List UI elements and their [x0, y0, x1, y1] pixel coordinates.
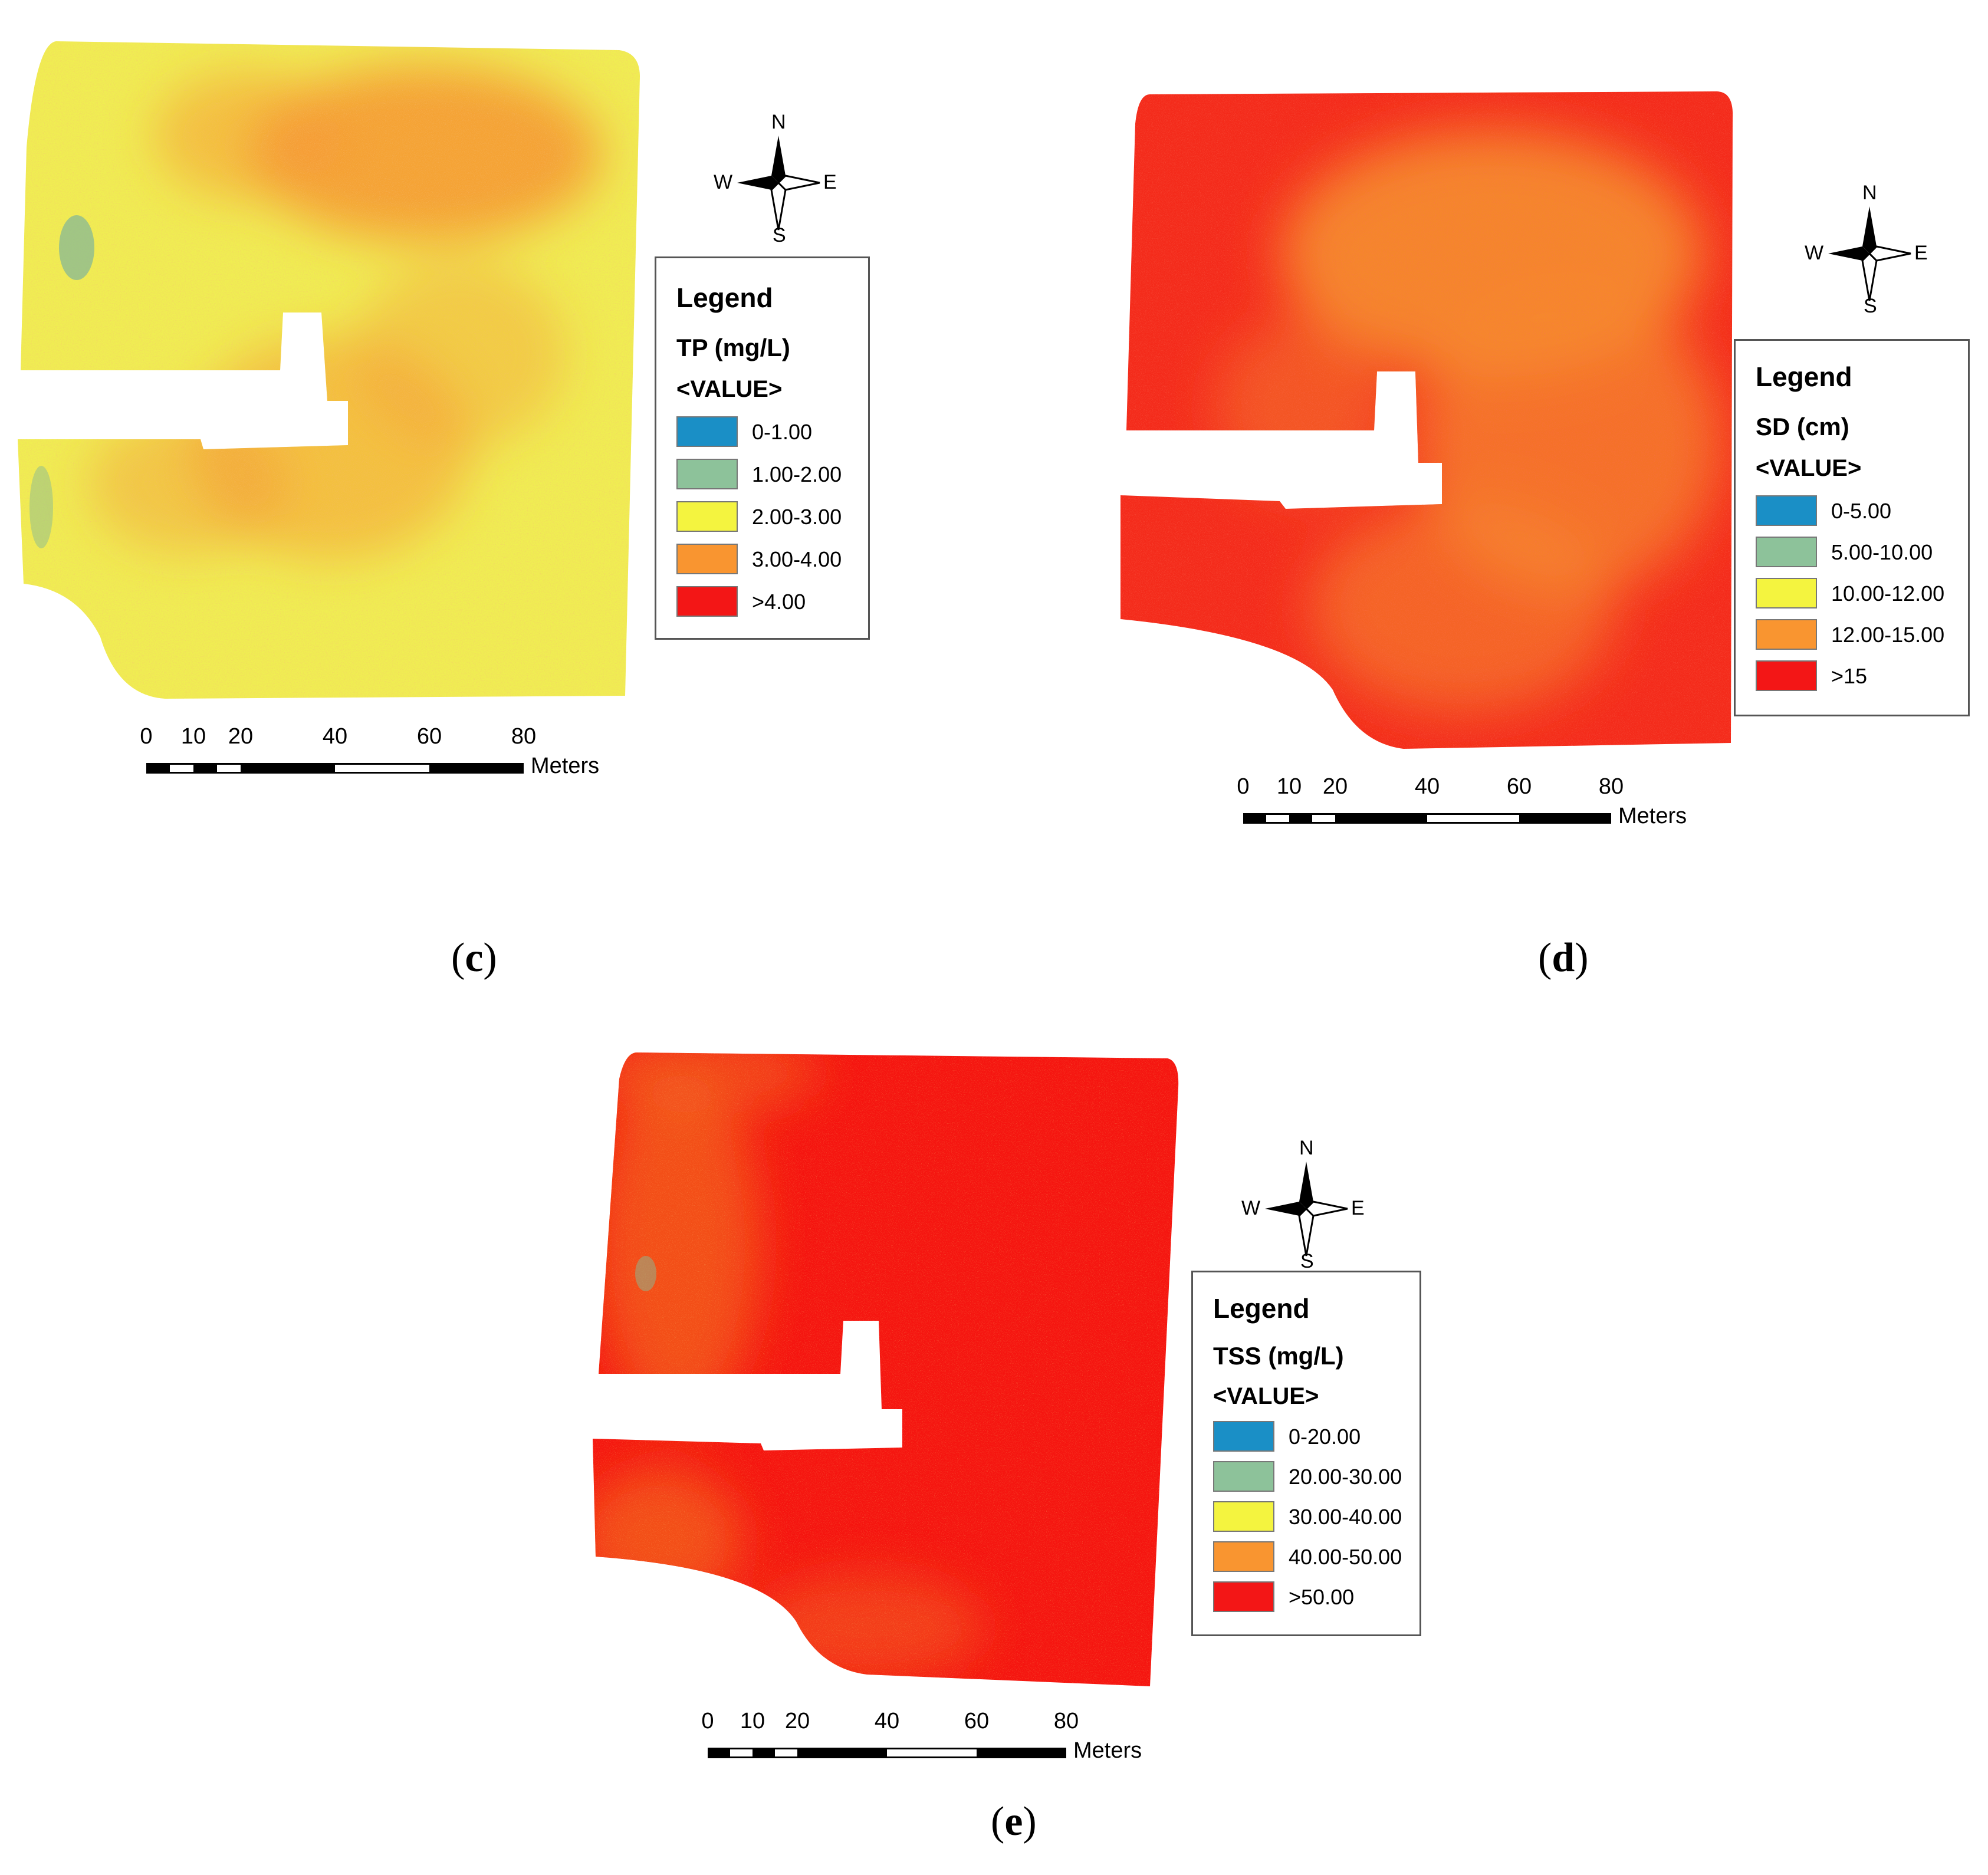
legend-swatch [1213, 1541, 1274, 1572]
map-c [18, 41, 640, 699]
legend-swatch [1213, 1421, 1274, 1452]
scale-tick: 20 [228, 724, 254, 749]
scale-tick: 80 [1598, 774, 1624, 799]
legend-item-label: 2.00-3.00 [752, 505, 842, 529]
scale-tick: 60 [1506, 774, 1532, 799]
scale-tick: 0 [701, 1709, 714, 1733]
legend-swatch [1213, 1581, 1274, 1612]
legend-title: Legend [1756, 361, 1852, 392]
legend-item-label: 0-1.00 [752, 420, 813, 444]
scale-tick: 80 [511, 724, 537, 749]
legend-swatch [676, 544, 738, 574]
legend-swatch [1213, 1501, 1274, 1532]
scale-unit: Meters [531, 754, 600, 778]
legend-item-label: >15 [1831, 664, 1868, 688]
compass-s: S [773, 224, 786, 246]
legend-swatch [1756, 660, 1817, 691]
caption-c: (c) [451, 935, 497, 981]
legend-swatch [676, 501, 738, 532]
legend-value-label: <VALUE> [676, 376, 783, 402]
compass-e: E [823, 171, 837, 193]
scale-unit: Meters [1618, 804, 1687, 828]
scale-tick: 20 [1322, 774, 1348, 799]
legend-variable: TSS (mg/L) [1213, 1342, 1344, 1370]
scale-bar-segments [1243, 813, 1611, 824]
legend-variable: TP (mg/L) [676, 334, 790, 361]
north-arrow-icon [1828, 206, 1911, 301]
legend-item-label: 1.00-2.00 [752, 462, 842, 486]
legend-item-label: 3.00-4.00 [752, 547, 842, 571]
legend-item-label: >50.00 [1289, 1585, 1355, 1609]
compass-n: N [1299, 1137, 1314, 1159]
legend-item-label: 0-5.00 [1831, 499, 1892, 523]
legend-value-label: <VALUE> [1213, 1383, 1319, 1409]
legend-value-label: <VALUE> [1756, 455, 1862, 481]
scale-tick: 40 [874, 1709, 900, 1733]
compass-e: E [1351, 1197, 1365, 1219]
scale-tick: 40 [322, 724, 348, 749]
compass-w: W [1805, 242, 1824, 264]
scale-tick: 10 [180, 724, 206, 749]
scale-bar-d: 0 10 20 40 60 80 Meters [1237, 774, 1715, 845]
compass-rose: N S W E [1241, 1137, 1365, 1272]
scale-tick: 60 [416, 724, 442, 749]
scale-bar-segments [146, 763, 524, 774]
caption-e: (e) [991, 1799, 1037, 1844]
scale-bar-c: 0 10 20 40 60 80 Meters [140, 724, 618, 795]
legend-item-label: 40.00-50.00 [1289, 1545, 1402, 1569]
legend-d: Legend SD (cm) <VALUE> 0-5.00 5.00-10.00… [1734, 339, 1970, 716]
scale-tick: 10 [740, 1709, 765, 1733]
compass-e: E [1914, 242, 1928, 264]
scale-bar-segments [708, 1748, 1066, 1758]
legend-c: Legend TP (mg/L) <VALUE> 0-1.00 1.00-2.0… [655, 256, 870, 640]
legend-variable: SD (cm) [1756, 413, 1849, 440]
panel-d: N S W E Legend SD (cm) <VALUE> 0-5.00 5.… [1109, 77, 1982, 996]
compass-n: N [1862, 182, 1877, 204]
legend-item-label: 5.00-10.00 [1831, 540, 1933, 564]
legend-swatch [676, 586, 738, 617]
legend-item-label: >4.00 [752, 590, 806, 614]
compass-w: W [1241, 1197, 1261, 1219]
legend-swatch [1213, 1461, 1274, 1492]
scale-tick: 40 [1414, 774, 1440, 799]
map-d [1120, 91, 1733, 749]
legend-item-label: 10.00-12.00 [1831, 581, 1945, 606]
legend-item-label: 30.00-40.00 [1289, 1505, 1402, 1529]
north-arrow-icon [1265, 1162, 1348, 1256]
legend-swatch [676, 459, 738, 489]
legend-swatch [676, 416, 738, 447]
caption-d: (d) [1538, 935, 1589, 981]
scale-tick: 0 [140, 724, 153, 749]
compass-n: N [771, 111, 786, 133]
compass-rose: N S W E [714, 111, 837, 246]
panel-e: N S W E Legend TSS (mg/L) <VALUE> 0-20.0… [584, 1038, 1468, 1875]
compass-s: S [1864, 295, 1877, 317]
legend-e: Legend TSS (mg/L) <VALUE> 0-20.00 20.00-… [1191, 1271, 1421, 1636]
scale-tick: 20 [784, 1709, 810, 1733]
legend-title: Legend [1213, 1293, 1310, 1324]
compass-rose: N S W E [1805, 182, 1928, 317]
legend-item-label: 0-20.00 [1289, 1425, 1361, 1449]
legend-swatch [1756, 537, 1817, 567]
scale-unit: Meters [1073, 1738, 1142, 1763]
legend-title: Legend [676, 282, 773, 313]
map-e [593, 1052, 1179, 1686]
compass-w: W [714, 171, 733, 193]
compass-s: S [1300, 1250, 1314, 1272]
legend-swatch [1756, 619, 1817, 650]
scale-tick: 10 [1276, 774, 1302, 799]
legend-item-label: 20.00-30.00 [1289, 1465, 1402, 1489]
scale-tick: 80 [1053, 1709, 1079, 1733]
scale-tick: 60 [964, 1709, 990, 1733]
north-arrow-icon [737, 136, 820, 231]
legend-swatch [1756, 495, 1817, 526]
legend-item-label: 12.00-15.00 [1831, 623, 1945, 647]
panel-c: N S W E Legend TP (mg/L) <VALUE> 0-1.00 … [0, 0, 944, 1002]
scale-bar-e: 0 10 20 40 60 80 Meters [701, 1709, 1179, 1779]
scale-tick: 0 [1237, 774, 1250, 799]
legend-swatch [1756, 578, 1817, 608]
